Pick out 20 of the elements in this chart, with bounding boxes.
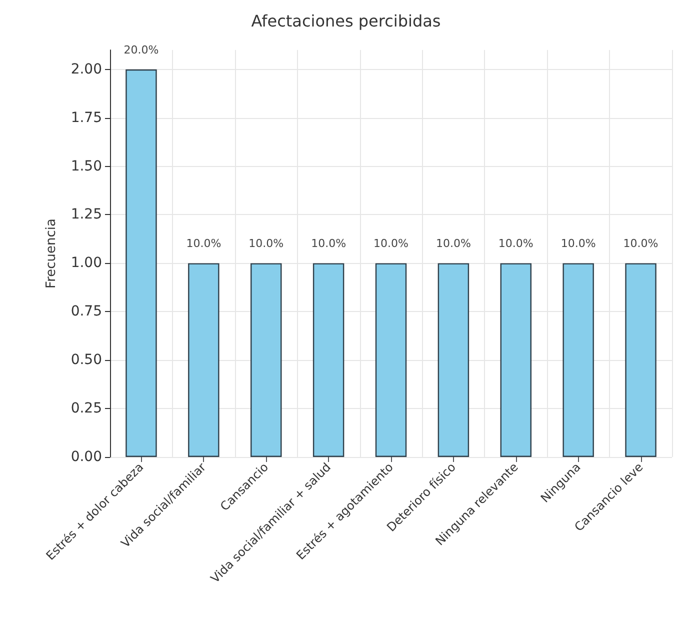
annotation: 10.0% <box>498 237 534 250</box>
y-tick-label: 1.50 <box>70 158 102 174</box>
annotation: 10.0% <box>248 237 284 250</box>
chart-title: Afectaciones percibidas <box>251 12 441 30</box>
y-axis-title: Frecuencia <box>44 218 59 288</box>
annotation: 10.0% <box>436 237 471 250</box>
y-tick-label: 0.00 <box>70 449 102 465</box>
annotation: 10.0% <box>623 237 658 250</box>
y-tick-label: 2.00 <box>70 61 102 78</box>
annotation: 10.0% <box>311 237 346 250</box>
y-tick-label: 0.75 <box>70 304 102 320</box>
annotation: 10.0% <box>186 237 222 250</box>
annotation: 10.0% <box>374 237 408 250</box>
y-tick-label: 1.75 <box>70 110 102 126</box>
y-tick-label: 1.25 <box>70 206 102 223</box>
annotation: 20.0% <box>124 43 159 56</box>
y-tick-label: 1.00 <box>70 255 102 272</box>
y-tick-label: 0.25 <box>70 400 102 417</box>
annotation: 10.0% <box>560 237 596 250</box>
y-tick-label: 0.50 <box>70 352 102 368</box>
